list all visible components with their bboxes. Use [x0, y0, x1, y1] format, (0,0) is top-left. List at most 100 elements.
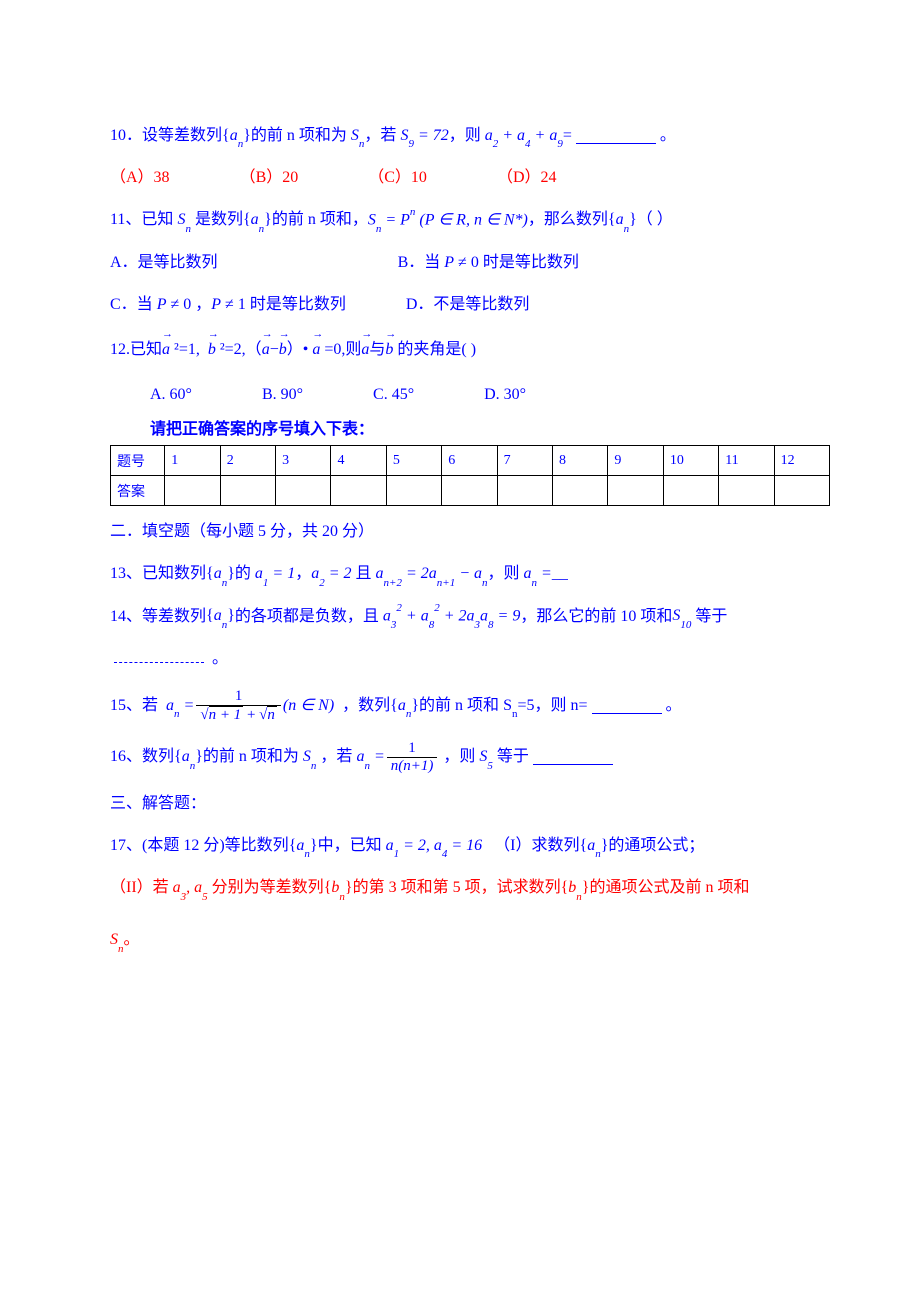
text: 等于 — [497, 736, 529, 778]
text: 的第 3 项和第 5 项，试求数列 — [353, 872, 561, 904]
math-lhs: an = — [166, 685, 194, 727]
row-label: 答案 — [111, 476, 165, 506]
cell — [553, 476, 608, 506]
question-10: 10． 设等差数列 {an} 的前 n 项和为 Sn ，若 S9 = 72 ，则… — [110, 120, 830, 152]
q-number: 16、 — [110, 736, 142, 778]
cell — [276, 476, 331, 506]
text: ，那么它的前 10 项和 — [520, 601, 672, 633]
q-number: 15、 — [110, 685, 142, 727]
q-number: 12. — [110, 331, 130, 369]
math-seq: {an} — [174, 736, 203, 778]
math-seq: {an} — [222, 120, 251, 152]
math-sn: Sn — [177, 204, 191, 236]
cell — [774, 476, 829, 506]
math-seq: {an} — [580, 830, 609, 862]
text: 等于 — [695, 601, 727, 633]
col: 7 — [497, 446, 552, 476]
math: S10 — [672, 600, 691, 632]
cell — [608, 476, 663, 506]
col: 10 — [663, 446, 718, 476]
sqrt-icon: n — [259, 706, 277, 724]
text: (本题 12 分)等比数列 — [142, 830, 289, 862]
numerator: 1 — [231, 688, 247, 705]
blank — [576, 128, 656, 144]
vec-a: a — [162, 331, 170, 369]
math-sn: Sn — [110, 924, 124, 956]
cell — [331, 476, 386, 506]
cell — [497, 476, 552, 506]
q10-choices: （A）38 （B）20 （C）10 （D）24 — [110, 162, 830, 194]
text: ，数列 — [342, 685, 390, 727]
text: 已知数列 — [142, 558, 206, 590]
q14-blank-row: 。 — [110, 643, 830, 675]
blank — [592, 698, 662, 714]
choice-c: （C）10 — [368, 162, 427, 194]
text: ，则 n= — [535, 685, 588, 727]
text: 设等差数列 — [142, 120, 222, 152]
answer-table: 题号 1 2 3 4 5 6 7 8 9 10 11 12 答案 — [110, 445, 830, 506]
col: 2 — [220, 446, 275, 476]
choice-b: B. 90° — [262, 379, 303, 411]
math-sn: Sn — [351, 120, 365, 152]
text: 。 — [212, 650, 228, 667]
text: ，则 — [449, 120, 481, 152]
choice-d: D．不是等比数列 — [406, 289, 530, 321]
math-expr: a2 + a4 + a9 — [485, 120, 563, 152]
text: ，那么数列 — [528, 204, 608, 236]
col: 5 — [386, 446, 441, 476]
math-cond: a1 = 2, a4 = 16 — [386, 830, 483, 862]
blank: __ — [552, 558, 568, 590]
q12-choices: A. 60° B. 90° C. 45° D. 30° — [150, 379, 830, 411]
text: = — [563, 120, 572, 152]
math: an+2 = 2an+1 − an — [376, 558, 488, 590]
blank — [533, 749, 613, 765]
math-seq: {an} — [390, 685, 419, 727]
math-sn: Sn — [303, 736, 317, 778]
text: 的 — [235, 558, 251, 590]
fraction: 1 n + 1 + n — [196, 688, 281, 723]
col: 4 — [331, 446, 386, 476]
cell — [165, 476, 220, 506]
q-number: 10． — [110, 120, 142, 152]
text: 的前 n 项和为 — [251, 120, 347, 152]
col: 8 — [553, 446, 608, 476]
math-lhs: an = — [356, 736, 384, 778]
math-seq: {bn} — [561, 872, 590, 904]
section-2-heading: 二．填空题（每小题 5 分，共 20 分） — [110, 516, 830, 548]
q-number: 13、 — [110, 558, 142, 590]
question-14: 14、 等差数列 {an} 的各项都是负数，且 a32 + a82 + 2a3a… — [110, 600, 830, 633]
math: a1 = 1 — [255, 558, 295, 590]
header-label: 题号 — [111, 446, 165, 476]
text: 分别为等差数列 — [212, 872, 324, 904]
denominator: n + 1 + n — [196, 705, 281, 724]
text: 。 — [124, 924, 140, 956]
text: 的通项公式及前 n 项和 — [589, 872, 749, 904]
text: （I）求数列 — [494, 830, 579, 862]
choice-a: （A）38 — [110, 162, 170, 194]
section-3-heading: 三、解答题： — [110, 788, 830, 820]
text: 已知 — [130, 331, 162, 369]
text: 的前 n 项和为 — [203, 736, 299, 778]
text: 等差数列 — [142, 601, 206, 633]
plus: + — [247, 707, 259, 723]
text: 则 — [345, 331, 361, 369]
col: 11 — [719, 446, 774, 476]
text: 数列 — [142, 736, 174, 778]
table-row: 题号 1 2 3 4 5 6 7 8 9 10 11 12 — [111, 446, 830, 476]
vec-a: a — [312, 331, 320, 369]
question-16: 16、 数列 {an} 的前 n 项和为 Sn ，若 an = 1 n(n+1)… — [110, 736, 830, 778]
col: 12 — [774, 446, 829, 476]
sqrt-icon: n + 1 — [200, 706, 243, 724]
math-expr: Sn = Pn (P ∈ R, n ∈ N*) — [368, 204, 528, 237]
denominator: n(n+1) — [387, 757, 438, 775]
document-page: 10． 设等差数列 {an} 的前 n 项和为 Sn ，若 S9 = 72 ，则… — [0, 0, 920, 987]
blank — [114, 647, 204, 663]
math-seq: {bn} — [324, 872, 353, 904]
numerator: 1 — [404, 740, 420, 757]
question-11: 11、 已知 Sn 是数列 {an} 的前 n 项和， Sn = Pn (P ∈… — [110, 204, 830, 237]
vec-a: a — [361, 331, 369, 369]
q11-choices-row1: A．是等比数列 B．当 P ≠ 0 时是等比数列 — [110, 247, 830, 279]
text: （II）若 — [110, 872, 169, 904]
col: 3 — [276, 446, 331, 476]
choice-a: A. 60° — [150, 379, 192, 411]
